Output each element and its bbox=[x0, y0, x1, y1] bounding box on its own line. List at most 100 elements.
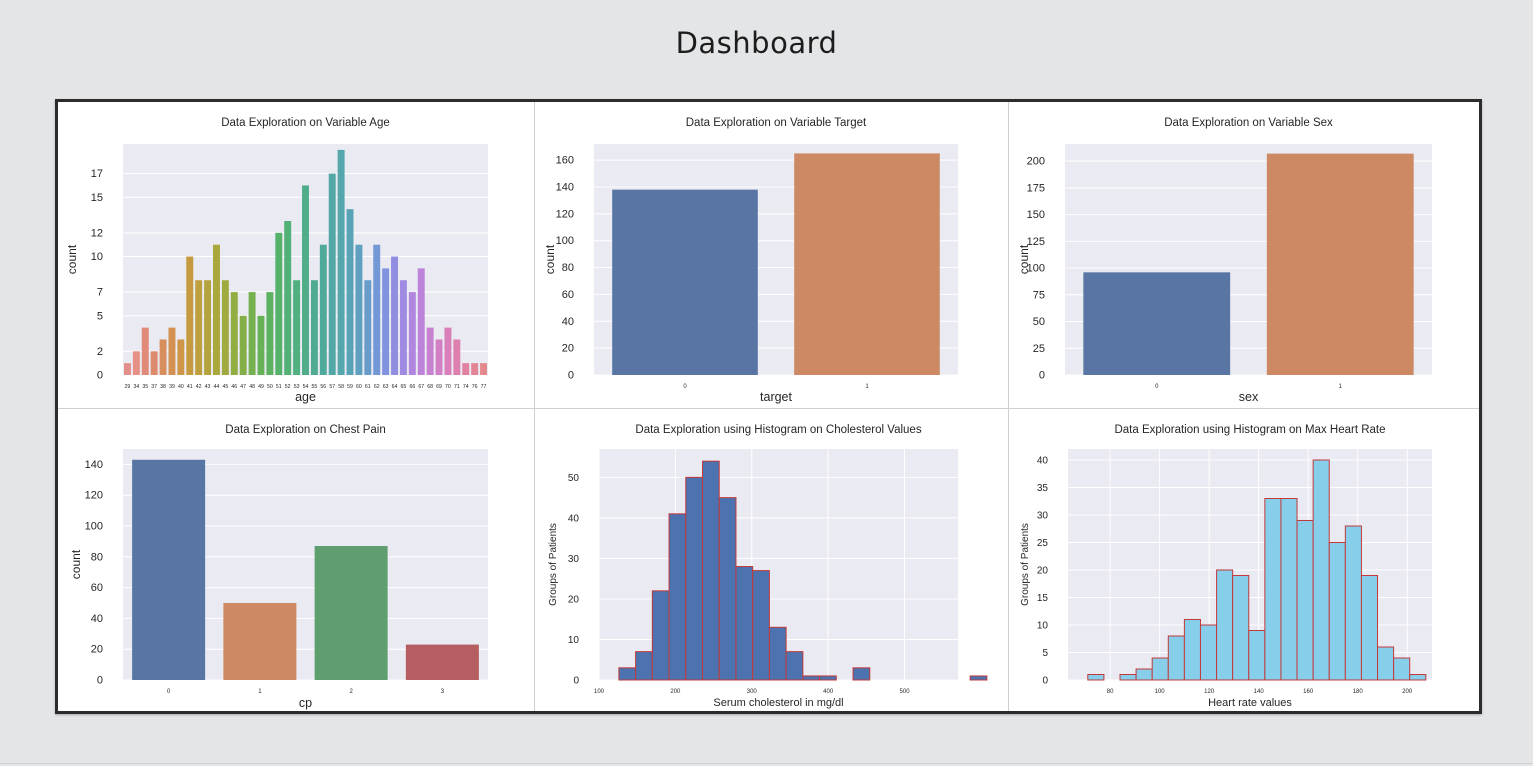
histogram-bar bbox=[1377, 646, 1395, 681]
x-tick-label: 54 bbox=[303, 384, 309, 390]
x-tick-label: 400 bbox=[823, 689, 834, 695]
y-tick-label: 25 bbox=[1037, 538, 1049, 549]
y-tick-label: 10 bbox=[1037, 621, 1049, 632]
panel-divider bbox=[1008, 102, 1009, 711]
bar bbox=[275, 232, 283, 375]
x-tick-label: 140 bbox=[1254, 689, 1265, 695]
chart-panel-heart-rate: Data Exploration using Histogram on Max … bbox=[1008, 409, 1479, 711]
x-tick-label: 0 bbox=[1155, 384, 1159, 390]
histogram-bar bbox=[1328, 542, 1346, 681]
x-tick-label: 29 bbox=[125, 384, 131, 390]
histogram-bar bbox=[1119, 674, 1137, 681]
x-tick-label: 76 bbox=[472, 384, 478, 390]
y-tick-label: 7 bbox=[97, 287, 103, 299]
histogram-bar bbox=[1393, 657, 1411, 681]
chart-svg: Data Exploration on Variable Age02571012… bbox=[65, 117, 488, 404]
y-tick-label: 75 bbox=[1033, 289, 1045, 301]
x-tick-label: 100 bbox=[594, 689, 605, 695]
bar bbox=[405, 644, 479, 680]
page-title: Dashboard bbox=[675, 26, 838, 60]
y-tick-label: 175 bbox=[1027, 182, 1045, 194]
y-tick-label: 200 bbox=[1027, 156, 1045, 168]
x-tick-label: 46 bbox=[231, 384, 237, 390]
x-tick-label: 71 bbox=[454, 384, 460, 390]
histogram-bar bbox=[685, 476, 703, 681]
bar bbox=[186, 256, 194, 375]
bar bbox=[195, 280, 203, 375]
bar bbox=[141, 327, 149, 375]
y-axis-label: count bbox=[65, 244, 79, 274]
x-tick-label: 37 bbox=[151, 384, 157, 390]
chart-panel-target: Data Exploration on Variable Target 0 20 40… bbox=[534, 102, 1008, 408]
histogram-bar bbox=[735, 566, 754, 681]
bar bbox=[221, 280, 229, 375]
bar bbox=[794, 153, 940, 375]
chart-svg: Data Exploration on Variable Target 0 20 40… bbox=[543, 117, 958, 404]
bar bbox=[248, 292, 256, 375]
y-tick-label: 140 bbox=[556, 181, 574, 193]
x-tick-label: 45 bbox=[222, 384, 228, 390]
histogram-bar bbox=[635, 651, 653, 681]
chart-title: Data Exploration on Variable Target bbox=[686, 117, 867, 129]
y-tick-label: 40 bbox=[1037, 456, 1049, 467]
bar bbox=[150, 351, 158, 375]
y-tick-label: 25 bbox=[1033, 343, 1045, 355]
x-axis-label: Heart rate values bbox=[1208, 697, 1292, 709]
x-tick-label: 66 bbox=[409, 384, 415, 390]
y-tick-label: 30 bbox=[568, 554, 580, 565]
y-tick-label: 20 bbox=[1037, 566, 1049, 577]
x-tick-label: 500 bbox=[900, 689, 911, 695]
x-tick-label: 44 bbox=[214, 384, 220, 390]
histogram-bar bbox=[1360, 575, 1379, 681]
y-tick-label: 80 bbox=[91, 551, 103, 563]
bar bbox=[319, 244, 327, 375]
y-axis-label: count bbox=[543, 244, 557, 274]
x-tick-label: 48 bbox=[249, 384, 255, 390]
histogram-bar bbox=[1232, 575, 1250, 681]
histogram-bar bbox=[1216, 569, 1234, 681]
chart-panel-cholesterol: Data Exploration using Histogram on Chol… bbox=[534, 409, 1008, 711]
bar bbox=[373, 244, 381, 375]
x-tick-label: 0 bbox=[683, 384, 687, 390]
bar bbox=[391, 256, 398, 375]
bar bbox=[257, 315, 265, 375]
y-tick-label: 15 bbox=[91, 192, 103, 204]
bar bbox=[132, 459, 206, 680]
histogram-bar bbox=[1199, 624, 1218, 681]
y-tick-label: 120 bbox=[556, 208, 574, 220]
y-tick-label: 20 bbox=[91, 644, 103, 656]
histogram-bar bbox=[752, 570, 770, 681]
x-tick-label: 61 bbox=[365, 384, 371, 390]
bar bbox=[408, 292, 416, 375]
bar bbox=[213, 244, 220, 375]
x-tick-label: 38 bbox=[160, 384, 166, 390]
x-tick-label: 120 bbox=[1204, 689, 1215, 695]
bar bbox=[1083, 272, 1231, 375]
bar bbox=[177, 339, 185, 375]
x-tick-label: 35 bbox=[142, 384, 148, 390]
x-tick-label: 64 bbox=[392, 384, 398, 390]
histogram-bar bbox=[1151, 657, 1169, 681]
chart-title: Data Exploration on Variable Sex bbox=[1164, 117, 1333, 129]
y-tick-label: 100 bbox=[556, 235, 574, 247]
bar bbox=[310, 280, 318, 375]
x-tick-label: 1 bbox=[1339, 384, 1343, 390]
histogram-bar bbox=[1409, 674, 1427, 681]
bar bbox=[462, 363, 470, 375]
y-tick-label: 60 bbox=[562, 289, 574, 301]
x-axis-label: cp bbox=[299, 696, 312, 710]
chart-svg: Data Exploration on Variable Sex 0 25 50 75 1… bbox=[1017, 117, 1432, 404]
x-tick-label: 39 bbox=[169, 384, 175, 390]
y-tick-label: 80 bbox=[562, 262, 574, 274]
x-tick-label: 40 bbox=[178, 384, 184, 390]
y-tick-label: 100 bbox=[1027, 263, 1045, 275]
x-tick-label: 74 bbox=[463, 384, 469, 390]
y-tick-label: 10 bbox=[91, 251, 103, 263]
histogram-bar bbox=[1183, 619, 1201, 681]
x-tick-label: 53 bbox=[294, 384, 300, 390]
chart-panel-sex: Data Exploration on Variable Sex 0 25 50 75 1… bbox=[1008, 102, 1479, 408]
y-tick-label: 120 bbox=[85, 490, 103, 502]
x-tick-label: 1 bbox=[865, 384, 869, 390]
y-tick-label: 20 bbox=[568, 594, 580, 605]
chart-svg: Data Exploration using Histogram on Max … bbox=[1020, 424, 1432, 709]
